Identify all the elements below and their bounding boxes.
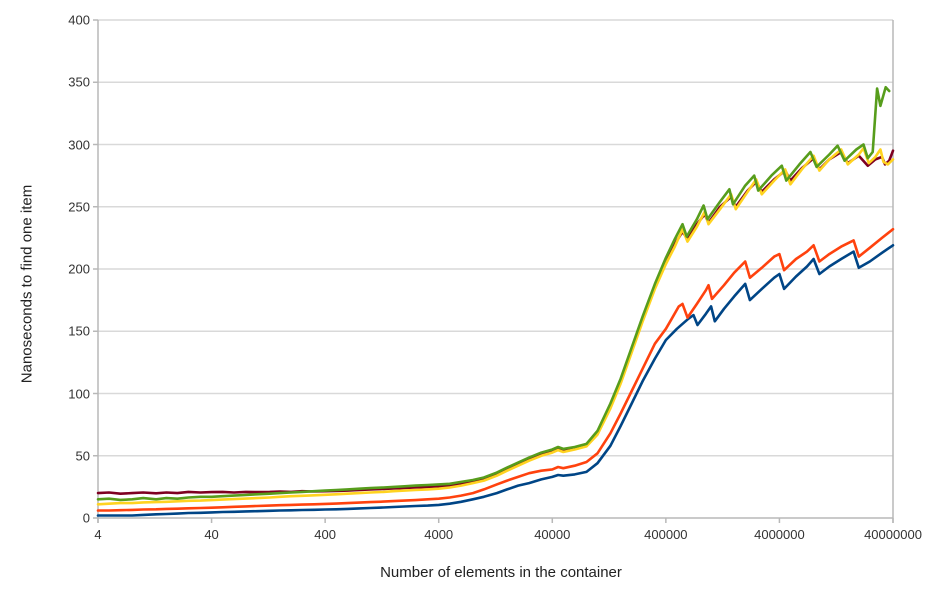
x-tick-label-40000: 40000: [534, 527, 571, 542]
y-tick-label-250: 250: [68, 199, 90, 215]
series-line-blue: [96, 244, 895, 517]
series-line-dark-red: [96, 149, 895, 496]
x-tick-label-4000000: 4000000: [754, 527, 805, 542]
x-tick-label-4000: 4000: [424, 527, 454, 542]
y-tick-label-100: 100: [68, 386, 90, 401]
x-tick-label-400: 400: [314, 527, 336, 542]
y-tick-label-50: 50: [75, 448, 90, 464]
y-tick-label-300: 300: [68, 137, 90, 152]
y-tick-label-150: 150: [68, 323, 90, 339]
x-axis-title: Number of elements in the container: [380, 564, 622, 581]
x-tick-label-40: 40: [204, 527, 219, 542]
y-tick-label-200: 200: [68, 261, 90, 277]
series-line-green: [96, 85, 891, 502]
x-tick-label-40000000: 40000000: [864, 527, 922, 542]
y-tick-label-400: 400: [68, 12, 90, 28]
y-axis-title: Nanoseconds to find one item: [18, 184, 36, 384]
y-tick-label-350: 350: [68, 74, 90, 90]
series-line-yellow: [96, 146, 895, 506]
x-tick-label-4: 4: [94, 527, 102, 542]
y-tick-label-0: 0: [82, 510, 90, 526]
series-line-orange: [96, 227, 895, 512]
x-tick-label-400000: 400000: [644, 527, 688, 542]
